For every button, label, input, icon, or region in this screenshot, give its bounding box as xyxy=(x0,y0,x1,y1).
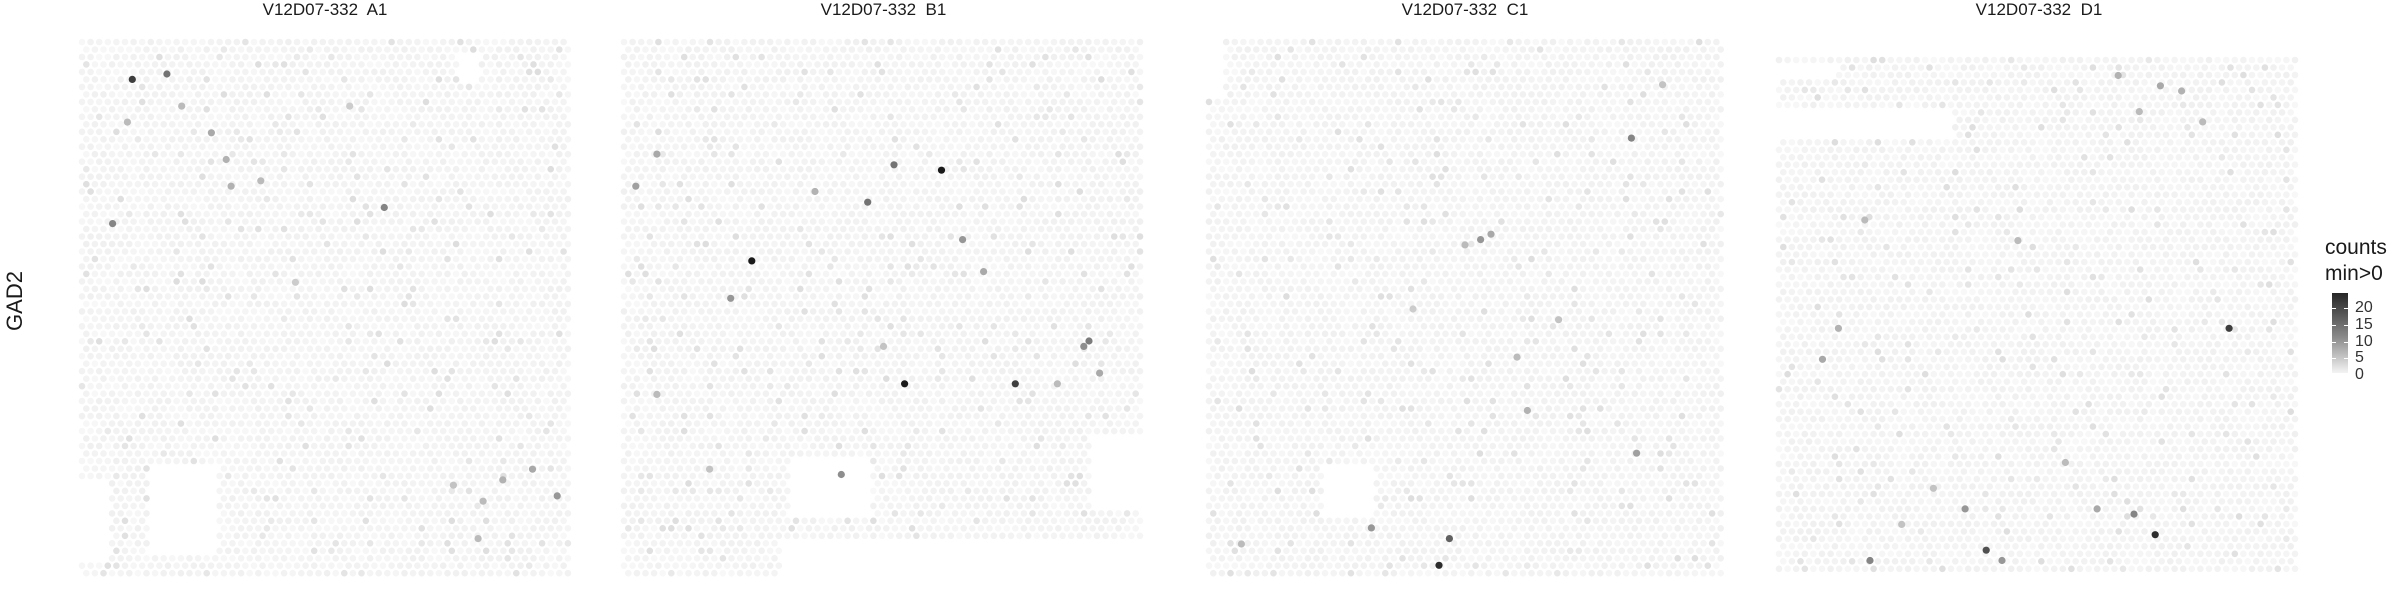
legend-tick-label: 0 xyxy=(2355,366,2364,383)
spot-count-5 xyxy=(1555,316,1563,324)
panel-title: V12D07-332 B1 xyxy=(820,0,947,19)
spot-count-8 xyxy=(1487,230,1495,238)
spot-count-14 xyxy=(864,198,872,206)
spot-count-8 xyxy=(528,465,537,473)
spot-count-6 xyxy=(474,535,482,543)
spot-count-6 xyxy=(1861,216,1869,224)
spot-count-6 xyxy=(178,102,186,110)
color-legend: counts min>0 20 15 10 5 0 xyxy=(2325,235,2400,395)
spot-count-8 xyxy=(1818,355,1827,363)
spot-count-10 xyxy=(1998,556,2006,565)
panel-C1: V12D07-332 C1 xyxy=(1205,0,1725,600)
background-spots xyxy=(1775,56,2299,573)
spot-count-10 xyxy=(959,236,967,244)
spot-count-24 xyxy=(937,166,946,174)
spot-count-22 xyxy=(1435,561,1443,569)
spot-count-6 xyxy=(257,177,265,185)
spot-count-8 xyxy=(207,129,215,137)
spot-count-6 xyxy=(2199,118,2207,126)
spot-count-6 xyxy=(123,118,131,126)
panel-title: V12D07-332 D1 xyxy=(1975,0,2103,19)
spot-count-6 xyxy=(653,390,661,398)
spot-count-6 xyxy=(479,497,487,505)
spot-count-7 xyxy=(227,182,235,190)
feature-label-text: GAD2 xyxy=(2,271,27,331)
legend-title-line2: min>0 xyxy=(2325,262,2383,285)
spot-count-5 xyxy=(1898,520,1906,528)
spot-count-5 xyxy=(879,342,888,350)
spot-count-13 xyxy=(1085,337,1093,345)
panel-A1: V12D07-332 A1 xyxy=(78,0,572,600)
spot-count-12 xyxy=(1627,134,1635,142)
spot-count-5 xyxy=(1659,81,1667,89)
spot-count-20 xyxy=(2225,324,2233,332)
spot-count-7 xyxy=(2178,87,2186,95)
spot-plot-D1 xyxy=(1775,56,2299,573)
spot-count-4 xyxy=(291,278,299,286)
spot-count-8 xyxy=(1096,369,1104,377)
spot-count-5 xyxy=(706,465,714,473)
spot-count-7 xyxy=(222,155,230,164)
legend-tick-label: 5 xyxy=(2355,349,2364,366)
spot-count-20 xyxy=(128,75,136,83)
spot-count-10 xyxy=(553,492,561,500)
panel-B1: V12D07-332 B1 xyxy=(620,0,1147,600)
spot-plot-C1 xyxy=(1205,38,1724,577)
spot-count-8 xyxy=(2156,82,2164,90)
spot-count-10 xyxy=(1477,236,1485,244)
spot-count-8 xyxy=(2093,505,2101,513)
background-spots xyxy=(78,38,572,577)
spot-count-8 xyxy=(653,150,661,158)
spot-count-11 xyxy=(837,470,845,479)
legend-tick-label: 15 xyxy=(2355,316,2373,333)
spot-count-10 xyxy=(1367,524,1375,532)
spot-count-14 xyxy=(890,161,898,169)
spot-count-6 xyxy=(2135,108,2143,116)
spot-count-4 xyxy=(346,102,354,110)
spot-count-24 xyxy=(901,380,909,388)
spot-count-12 xyxy=(1866,556,1874,565)
spot-count-7 xyxy=(1834,324,1842,332)
spot-count-6 xyxy=(1513,353,1521,361)
spot-count-7 xyxy=(499,476,507,484)
spot-count-6 xyxy=(1053,380,1061,388)
color-gradient-bar xyxy=(2332,293,2348,373)
spot-count-5 xyxy=(1929,484,1937,492)
legend-tick-label: 20 xyxy=(2355,299,2373,316)
spot-plot-A1 xyxy=(78,38,572,577)
background-spots xyxy=(1205,38,1724,577)
spot-count-7 xyxy=(2114,71,2122,80)
spot-count-7 xyxy=(811,187,819,196)
legend-tick-label: 10 xyxy=(2355,333,2373,350)
spot-count-16 xyxy=(1445,535,1453,543)
spot-count-7 xyxy=(1523,406,1531,415)
panel-D1: V12D07-332 D1 xyxy=(1775,0,2303,600)
spot-count-12 xyxy=(109,220,117,228)
spot-count-6 xyxy=(1237,540,1245,548)
spot-count-10 xyxy=(1961,505,1969,513)
legend-title-line1: counts xyxy=(2325,236,2387,259)
spot-count-12 xyxy=(380,203,388,212)
spot-count-14 xyxy=(163,70,171,78)
spot-count-22 xyxy=(2151,531,2159,539)
spot-count-8 xyxy=(980,268,988,276)
panel-title: V12D07-332 C1 xyxy=(1401,0,1529,19)
spot-count-24 xyxy=(748,257,756,265)
spot-count-9 xyxy=(632,182,640,190)
spot-plot-B1 xyxy=(620,38,1144,577)
spot-count-18 xyxy=(1982,546,1990,554)
background-spots xyxy=(620,38,1144,577)
spot-count-11 xyxy=(1080,342,1088,350)
spot-count-4 xyxy=(1409,305,1417,313)
spot-count-12 xyxy=(2130,510,2138,518)
spot-count-10 xyxy=(727,294,735,302)
spot-count-6 xyxy=(2014,237,2022,245)
spot-count-6 xyxy=(2061,458,2069,467)
spot-count-9 xyxy=(1633,449,1641,457)
panel-title: V12D07-332 A1 xyxy=(262,0,388,19)
spot-count-20 xyxy=(1011,380,1019,388)
spot-count-6 xyxy=(1461,241,1469,249)
spot-count-5 xyxy=(449,481,457,489)
